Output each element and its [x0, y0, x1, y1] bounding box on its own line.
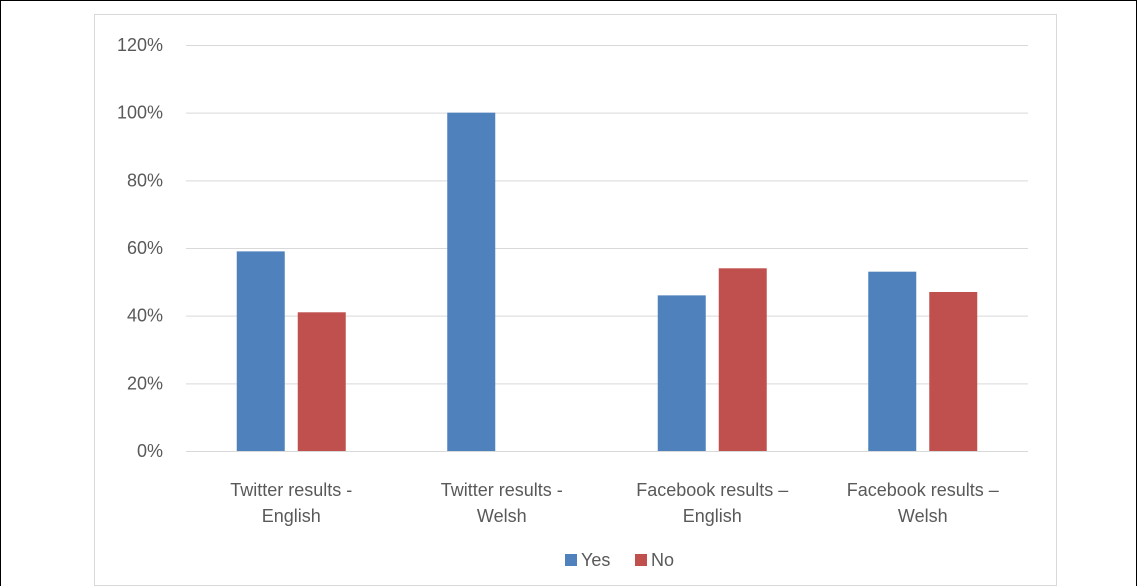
- bar-no: [718, 268, 767, 451]
- x-tick-label: Twitter results -Welsh: [441, 480, 563, 526]
- legend-swatch-yes: [565, 554, 577, 566]
- bar-yes: [657, 295, 706, 451]
- bar-yes: [236, 251, 285, 451]
- x-tick-label: Twitter results -English: [230, 480, 352, 526]
- y-tick-label: 20%: [127, 373, 163, 393]
- y-tick-label: 120%: [117, 35, 163, 55]
- legend: Yes No: [565, 550, 674, 570]
- x-axis-ticks: Twitter results -English Twitter results …: [230, 480, 999, 526]
- y-tick-label: 0%: [137, 441, 163, 461]
- y-tick-label: 40%: [127, 306, 163, 326]
- x-tick-label: Facebook results – English: [636, 480, 788, 526]
- legend-swatch-no: [635, 554, 647, 566]
- y-tick-label: 100%: [117, 103, 163, 123]
- legend-label-no: No: [651, 550, 674, 570]
- x-tick-label: Facebook results – Welsh: [847, 480, 999, 526]
- bars: [236, 112, 978, 452]
- y-axis-ticks: 0% 20% 40% 60% 80% 100% 120%: [117, 35, 163, 461]
- bar-yes: [447, 112, 496, 452]
- y-tick-label: 60%: [127, 238, 163, 258]
- bar-yes: [868, 271, 917, 451]
- bar-no: [929, 291, 978, 451]
- legend-label-yes: Yes: [581, 550, 610, 570]
- bar-no: [297, 312, 346, 451]
- y-tick-label: 80%: [127, 170, 163, 190]
